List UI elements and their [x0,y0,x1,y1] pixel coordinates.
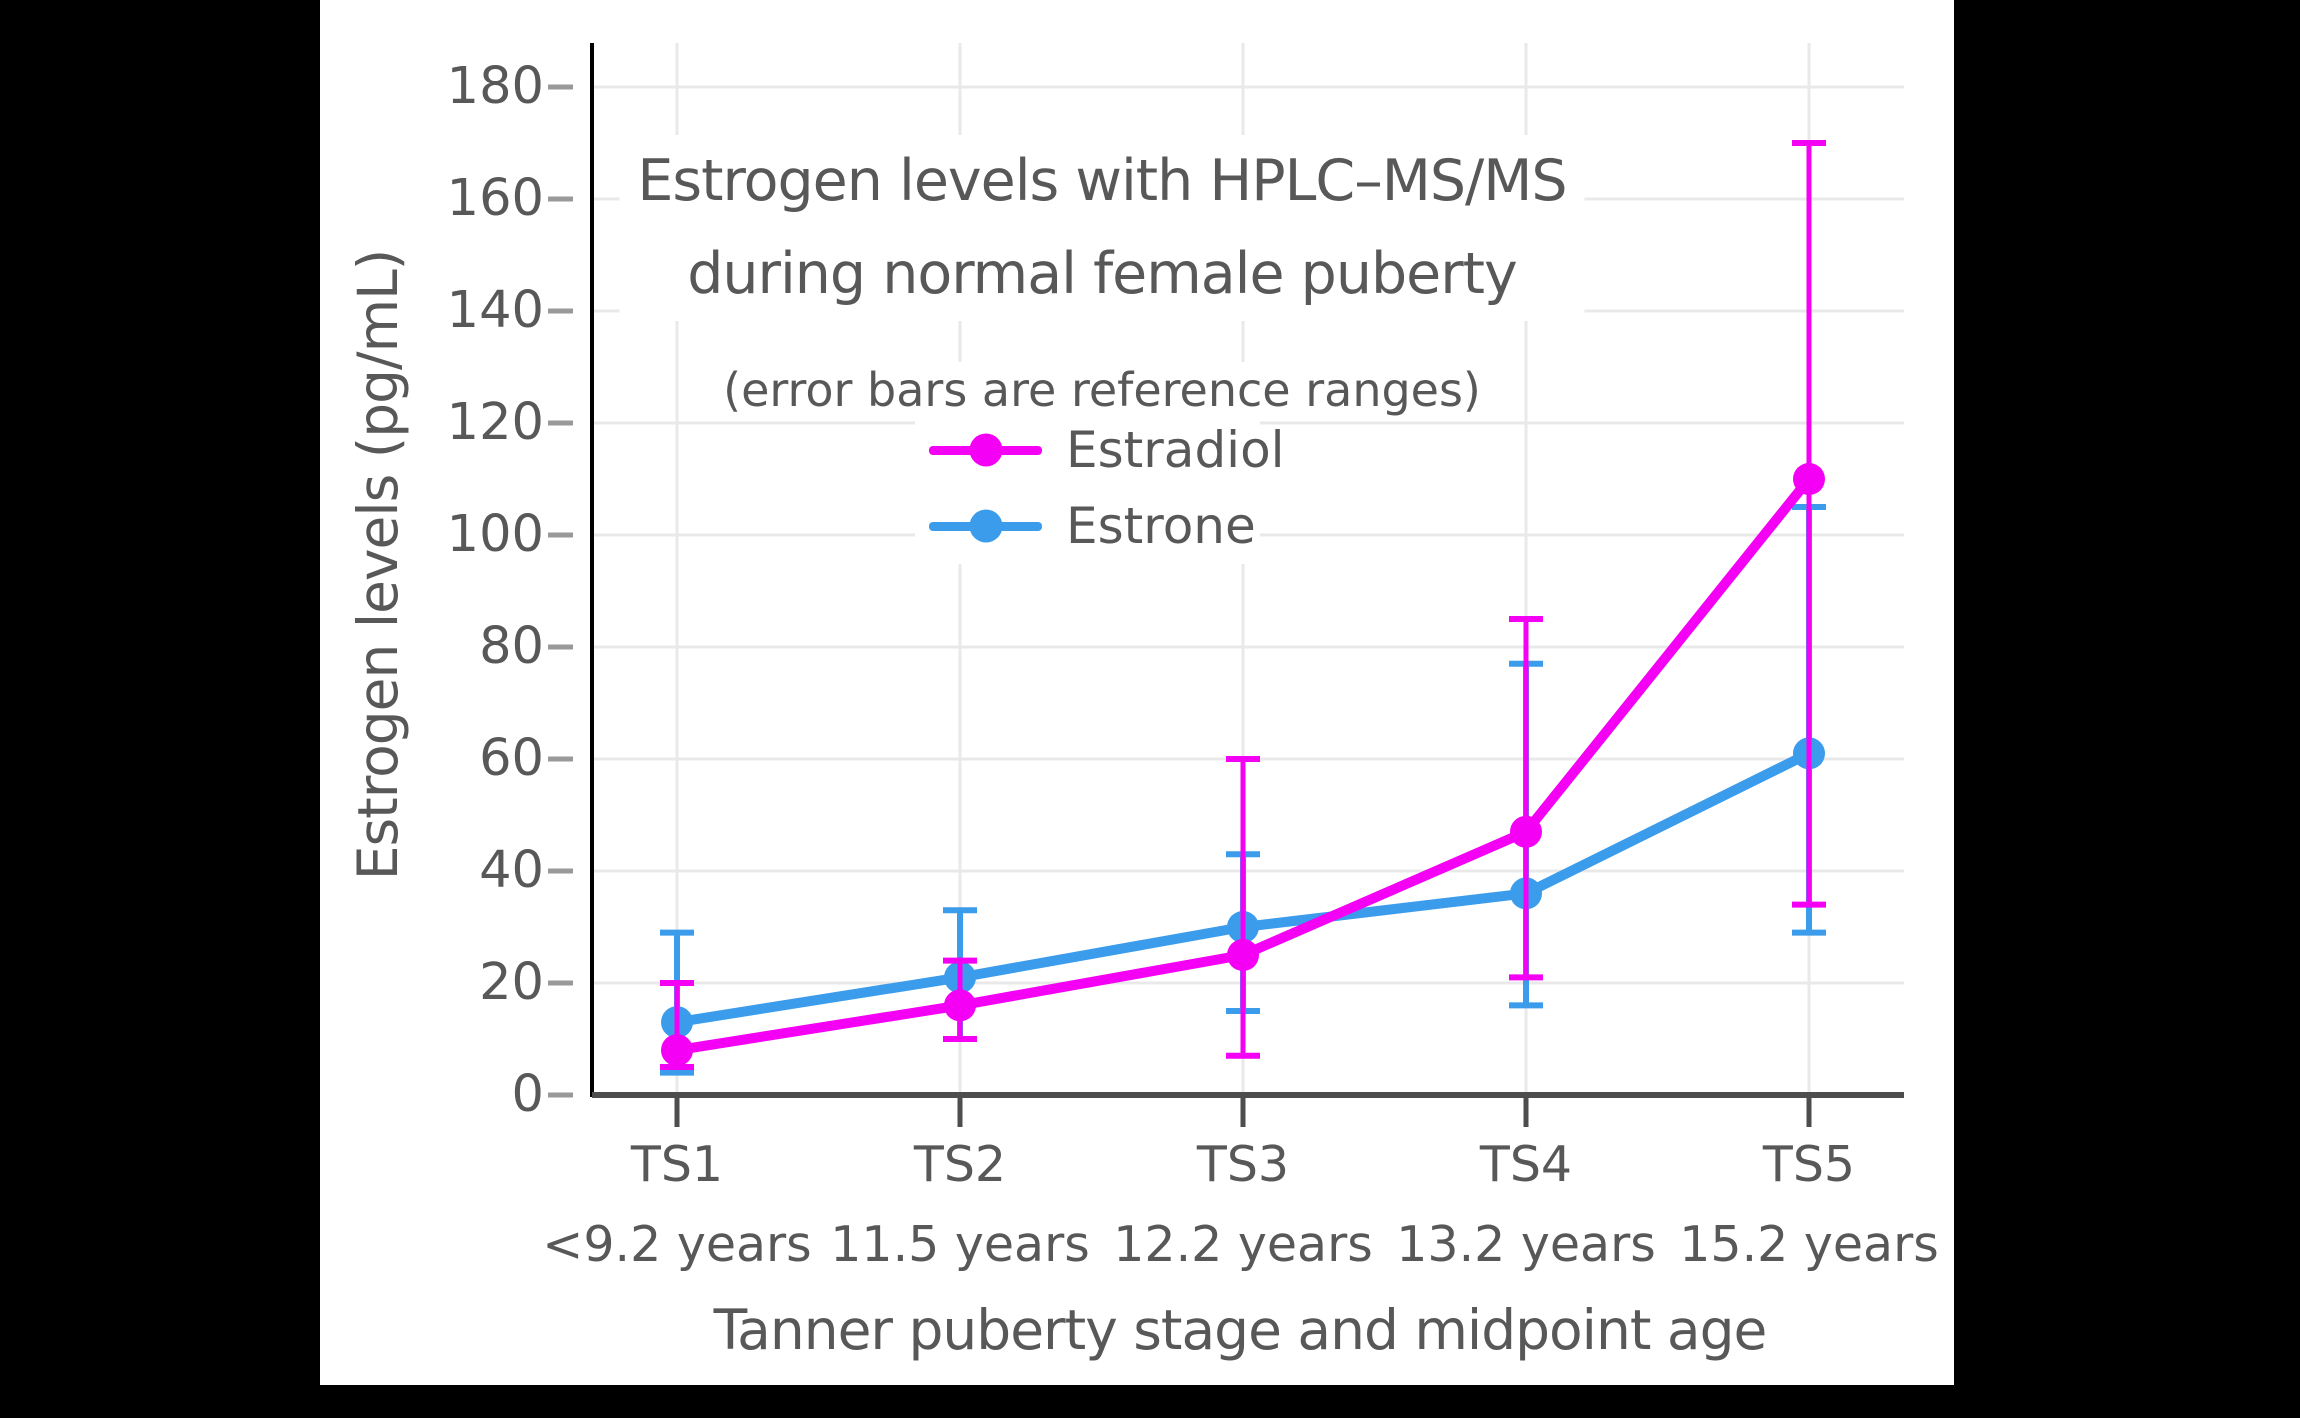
legend-marker-estradiol [969,433,1002,467]
y-tick-label-120: 120 [446,393,544,452]
legend-marker-estrone [969,509,1002,543]
x-tick-label-ts3: TS3 [1196,1136,1290,1193]
chart-subtitle: (error bars are reference ranges) [709,362,1495,418]
legend-label-estrone: Estrone [1066,497,1256,555]
y-tick-label-20: 20 [479,953,544,1012]
x-age-label-ts3: 12.2 years [1113,1216,1373,1273]
legend-line-sample-estrone [929,509,1042,543]
y-tick-label-40: 40 [479,841,544,900]
x-tick-label-ts5: TS5 [1762,1136,1856,1193]
x-age-label-ts2: 11.5 years [830,1216,1090,1273]
legend-entry-estrone: Estrone [915,489,1260,564]
legend-entry-estradiol: Estradiol [915,413,1285,488]
y-tick-label-100: 100 [446,505,544,564]
marker-estradiol-ts5 [1793,463,1825,495]
y-tick-label-0: 0 [511,1065,544,1124]
legend-label-estradiol: Estradiol [1066,421,1285,479]
legend: Estradiol Estrone [915,412,1285,564]
chart-title-line-1: Estrogen levels with HPLC–MS/MS [637,148,1567,214]
marker-estradiol-ts1 [661,1034,693,1067]
y-tick-label-160: 160 [446,169,544,228]
chart-title-line-2: during normal female puberty [687,241,1518,307]
marker-estradiol-ts4 [1510,815,1542,848]
x-age-label-ts1: <9.2 years [542,1216,812,1273]
marker-estradiol-ts2 [944,989,976,1022]
legend-line-sample-estradiol [929,433,1042,467]
x-tick-label-ts4: TS4 [1479,1136,1573,1193]
y-tick-label-80: 80 [479,617,544,676]
y-tick-label-180: 180 [446,57,544,116]
x-tick-label-ts1: TS1 [630,1136,724,1193]
y-tick-label-60: 60 [479,729,544,788]
marker-estradiol-ts3 [1227,939,1259,971]
x-age-label-ts4: 13.2 years [1396,1216,1656,1273]
figure-background: Estrogen levels with HPLC–MS/MS during n… [320,0,1954,1385]
x-axis-title: Tanner puberty stage and midpoint age [713,1298,1768,1362]
y-tick-label-140: 140 [446,281,544,340]
chart-title: Estrogen levels with HPLC–MS/MS during n… [619,135,1585,321]
x-tick-label-ts2: TS2 [913,1136,1007,1193]
x-age-label-ts5: 15.2 years [1679,1216,1939,1273]
